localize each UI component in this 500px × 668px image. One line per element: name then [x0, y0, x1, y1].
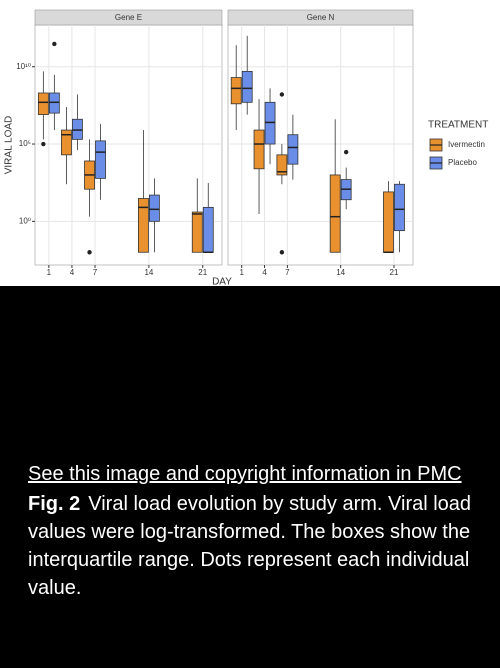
box	[61, 129, 72, 156]
caption: See this image and copyright information…	[28, 460, 478, 602]
outlier	[279, 250, 285, 255]
x-tick-label: 7	[93, 268, 98, 277]
legend-label: Ivermectin	[448, 140, 485, 149]
outlier	[52, 41, 57, 47]
box	[148, 194, 160, 222]
legend-label: Placebo	[448, 158, 477, 167]
facet-title: Gene E	[115, 13, 142, 22]
box	[241, 70, 253, 103]
outlier	[343, 149, 349, 155]
box	[230, 77, 242, 105]
figure-label: Fig. 2	[28, 493, 81, 515]
box	[287, 134, 299, 165]
x-axis-label: DAY	[212, 277, 232, 286]
box	[137, 198, 149, 253]
caption-text: Viral load evolution by study arm. Viral…	[28, 493, 472, 599]
box	[191, 211, 203, 253]
outlier	[41, 141, 46, 147]
y-axis-label: VIRAL LOAD	[4, 116, 15, 175]
legend-title: TREATMENT	[428, 120, 488, 131]
copyright-link[interactable]: See this image and copyright information…	[28, 463, 462, 485]
x-tick-label: 1	[47, 268, 52, 277]
box	[394, 183, 405, 232]
facet-title: Gene N	[307, 13, 335, 22]
y-tick-label: 10¹⁰	[16, 62, 31, 71]
x-tick-label: 7	[285, 268, 290, 277]
x-tick-label: 14	[336, 268, 345, 277]
box	[276, 154, 288, 176]
outlier	[279, 92, 285, 97]
facet-strip	[34, 9, 223, 26]
x-tick-label: 1	[239, 268, 244, 277]
box	[383, 191, 394, 253]
x-tick-label: 21	[198, 268, 207, 277]
chart: VIRAL LOAD DAY TREATMENT Gene E1 4 7 14 2110…	[0, 0, 500, 286]
x-tick-label: 21	[390, 268, 399, 277]
box	[329, 174, 341, 253]
box	[95, 140, 106, 179]
box	[37, 92, 49, 116]
x-tick-label: 14	[144, 268, 153, 277]
box	[253, 129, 265, 170]
y-tick-label: 10⁵	[19, 139, 31, 148]
x-tick-label: 4	[262, 268, 267, 277]
box	[202, 206, 214, 253]
outlier	[87, 250, 92, 255]
facet-strip	[227, 9, 414, 26]
x-tick-label: 4	[70, 268, 75, 277]
y-tick-label: 10⁰	[19, 216, 31, 225]
